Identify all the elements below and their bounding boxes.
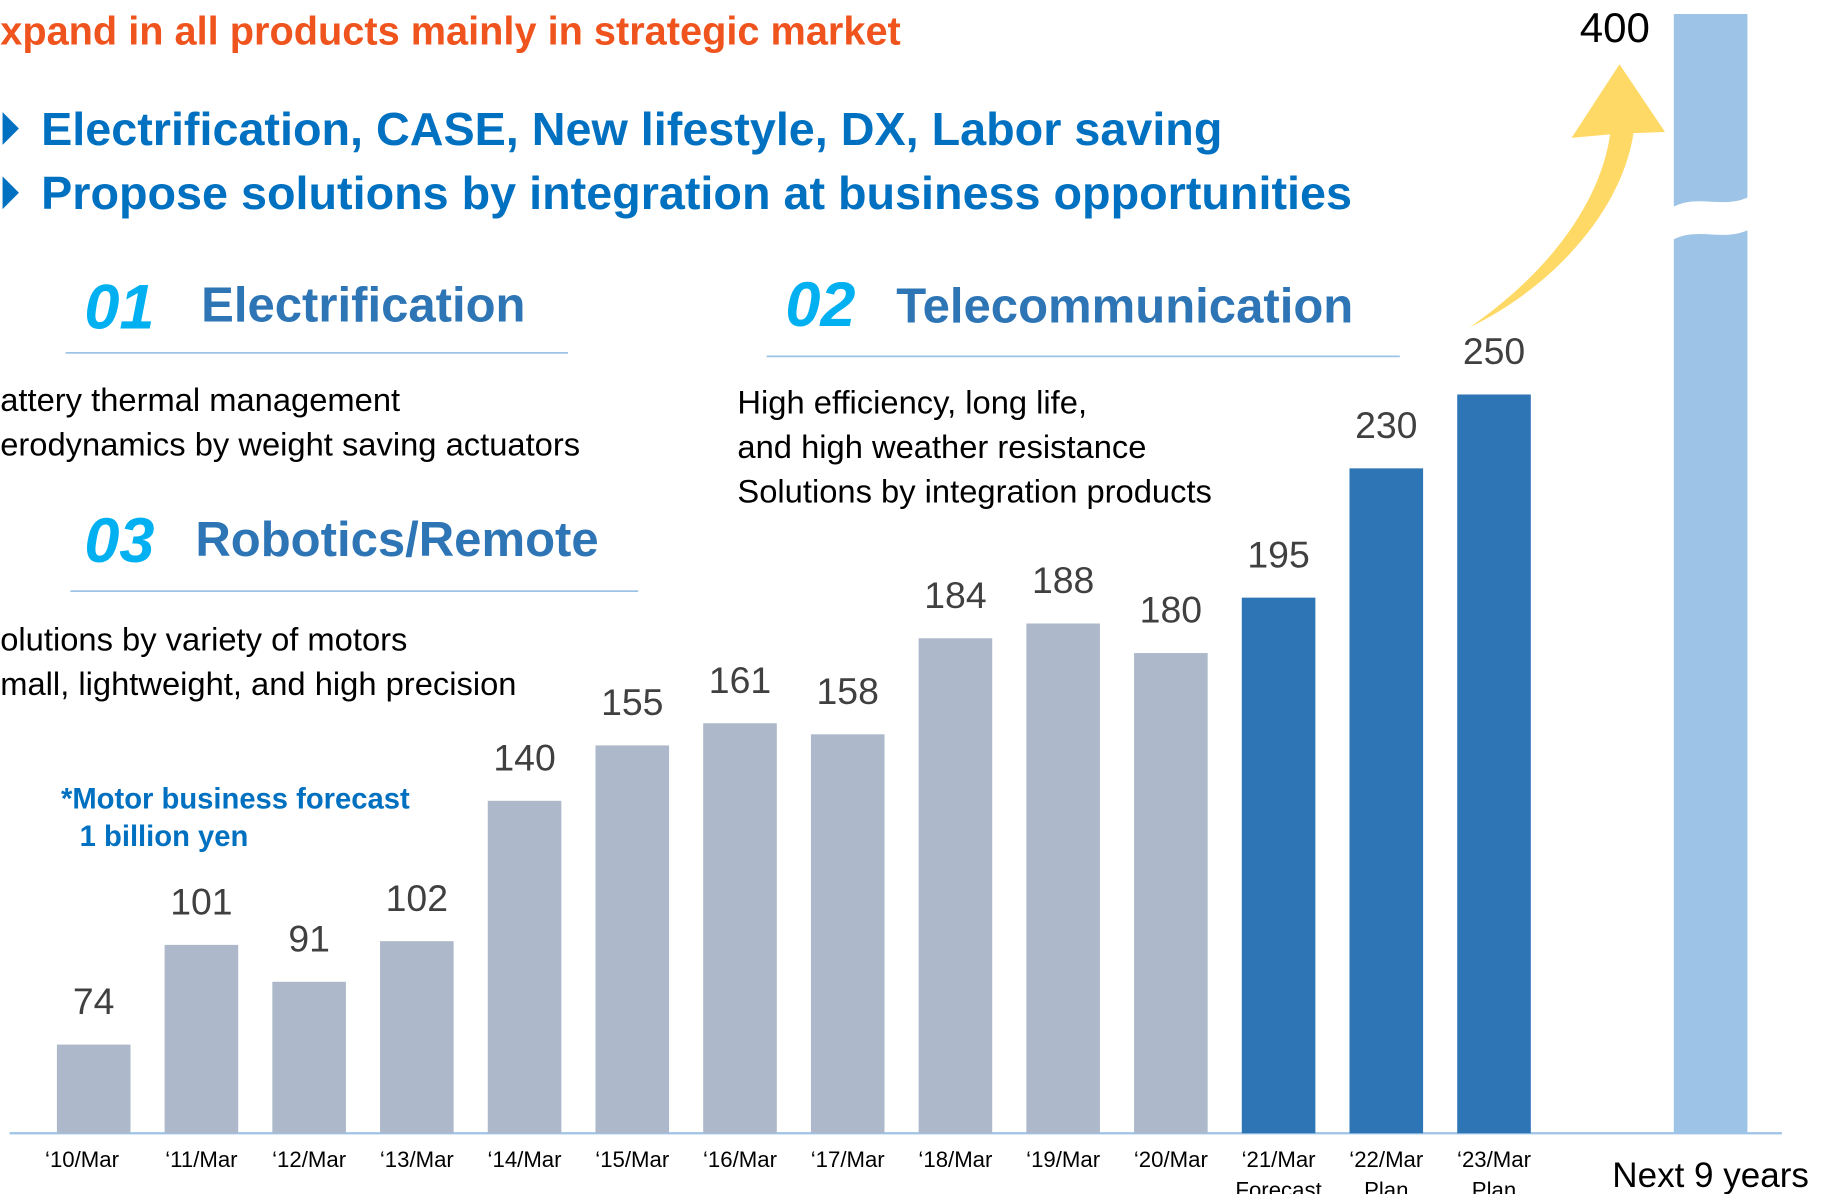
value-label: 158 (817, 670, 879, 712)
bar (1026, 623, 1100, 1134)
value-label: 74 (73, 980, 115, 1022)
x-tick-label: ‘12/Mar (272, 1147, 347, 1172)
x-tick-label: ‘21/Mar (1242, 1147, 1317, 1172)
x-tick-label: ‘22/Mar (1349, 1147, 1424, 1172)
x-tick-label: ‘11/Mar (165, 1147, 238, 1172)
bar (164, 944, 239, 1134)
bar (918, 638, 993, 1134)
x-tick-sublabel: Plan (1364, 1178, 1408, 1194)
value-label: 184 (924, 574, 986, 616)
x-tick-label: ‘18/Mar (918, 1147, 993, 1172)
value-label: 400 (1580, 4, 1650, 51)
section-line: and high weather resistance (737, 428, 1146, 465)
section-title: Electrification (201, 278, 525, 332)
bullet: Propose solutions by integration at busi… (41, 167, 1352, 219)
section-number: 03 (84, 506, 154, 576)
bar (380, 941, 454, 1134)
axis-break (1670, 196, 1751, 241)
value-label: 161 (709, 659, 771, 701)
x-tick-sublabel: Plan (1472, 1178, 1516, 1194)
section-line: mall, lightweight, and high precision (0, 665, 516, 702)
section-title: Telecommunication (896, 279, 1353, 333)
value-label: 91 (288, 917, 330, 959)
value-label: 140 (493, 736, 555, 778)
x-tick-sublabel: Forecast (1235, 1178, 1321, 1194)
value-label: 101 (170, 880, 232, 922)
growth-arrow (1469, 64, 1666, 328)
x-tick-label: ‘15/Mar (595, 1147, 670, 1172)
note: *Motor business forecast (61, 783, 410, 815)
bar (1349, 468, 1424, 1134)
bar (56, 1044, 131, 1134)
bar (272, 981, 346, 1134)
x-tick-label: ‘20/Mar (1134, 1147, 1209, 1172)
section-line: Solutions by integration products (737, 472, 1211, 509)
x-tick-label: ‘19/Mar (1026, 1147, 1101, 1172)
value-label: 188 (1032, 559, 1094, 601)
x-tick-label: ‘10/Mar (45, 1147, 120, 1172)
section-line: olutions by variety of motors (0, 621, 407, 658)
section-number: 01 (84, 272, 154, 342)
bar (595, 745, 670, 1134)
bar (1673, 14, 1748, 1134)
bar (1134, 653, 1208, 1134)
value-label: 250 (1463, 330, 1525, 372)
value-label: 102 (386, 877, 448, 919)
bar (1241, 597, 1316, 1134)
section-line: erodynamics by weight saving actuators (0, 426, 580, 463)
section-number: 02 (785, 270, 855, 340)
value-label: 195 (1247, 533, 1309, 575)
bullet-arrow (2, 176, 19, 210)
bar (1457, 394, 1531, 1134)
value-label: 230 (1355, 404, 1417, 446)
bar (487, 800, 562, 1134)
x-tick-label: Next 9 years (1612, 1156, 1809, 1194)
bullet-arrow (2, 112, 19, 145)
x-tick-label: ‘13/Mar (380, 1147, 455, 1172)
headline: xpand in all products mainly in strategi… (0, 9, 901, 53)
value-label: 155 (601, 681, 663, 723)
section-title: Robotics/Remote (195, 513, 598, 567)
bullet: Electrification, CASE, New lifestyle, DX… (41, 103, 1222, 155)
x-tick-label: ‘23/Mar (1457, 1147, 1532, 1172)
bar (703, 723, 777, 1134)
note: 1 billion yen (80, 821, 249, 853)
bar (810, 734, 885, 1134)
x-tick-label: ‘14/Mar (488, 1147, 563, 1172)
value-label: 180 (1140, 589, 1202, 631)
x-tick-label: ‘17/Mar (811, 1147, 886, 1172)
section-line: attery thermal management (0, 381, 400, 418)
x-tick-label: ‘16/Mar (703, 1147, 778, 1172)
section-line: High efficiency, long life, (737, 384, 1087, 421)
